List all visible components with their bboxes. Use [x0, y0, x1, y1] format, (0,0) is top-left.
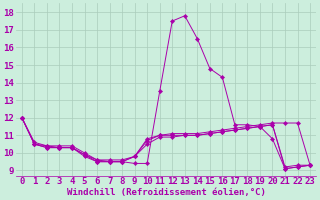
X-axis label: Windchill (Refroidissement éolien,°C): Windchill (Refroidissement éolien,°C): [67, 188, 265, 197]
